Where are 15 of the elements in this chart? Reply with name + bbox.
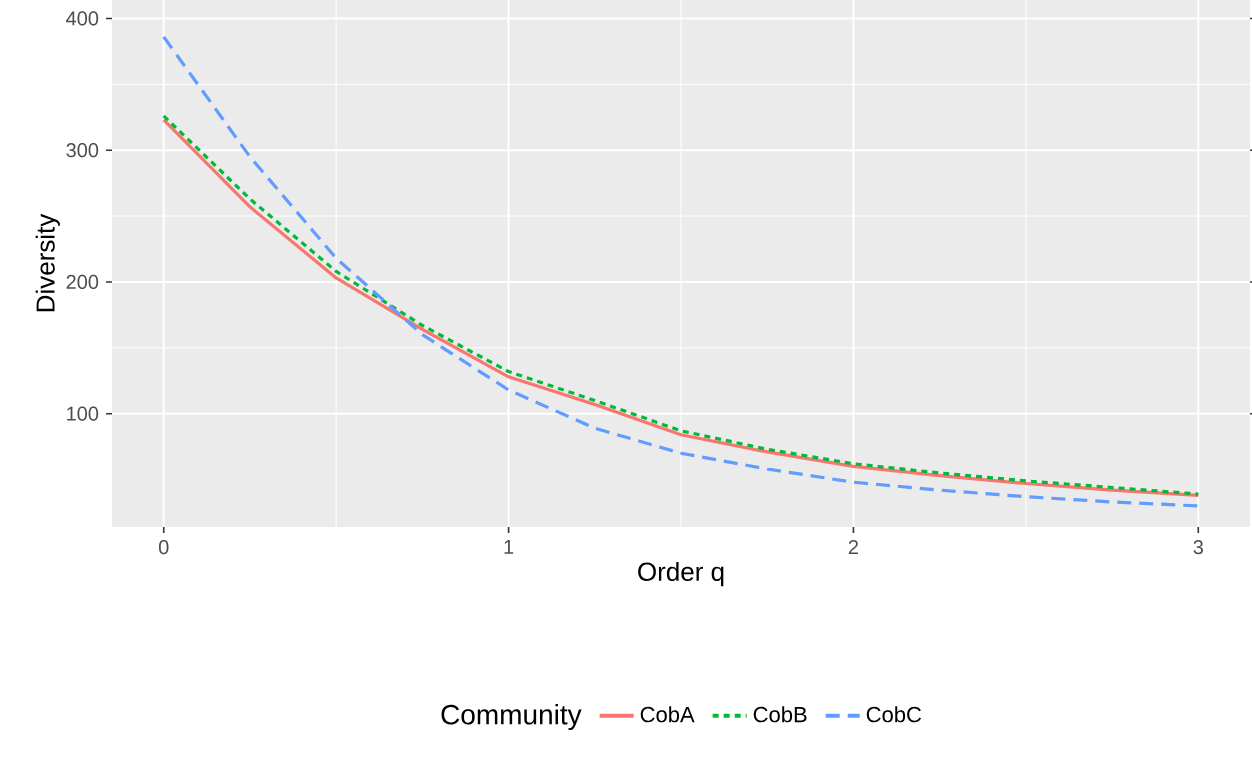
y-tick-label: 400 — [66, 11, 99, 26]
x-tick-label: 3 — [1193, 540, 1203, 555]
legend-label: CobA — [640, 706, 695, 723]
legend-label: CobC — [866, 706, 922, 723]
y-tick-label: 300 — [66, 143, 99, 158]
x-tick-label: 1 — [504, 540, 514, 554]
legend-title: Community — [441, 704, 582, 731]
line-series — [162, 35, 1200, 508]
y-axis-title: Diversity — [35, 213, 60, 312]
x-axis-title: Order q — [638, 561, 724, 587]
y-tick-label: 200 — [66, 274, 99, 290]
y-tick-label: 100 — [67, 406, 99, 421]
x-tick-label: 0 — [158, 540, 169, 555]
x-tick-label: 2 — [848, 540, 858, 554]
legend-label: CobB — [753, 706, 807, 723]
